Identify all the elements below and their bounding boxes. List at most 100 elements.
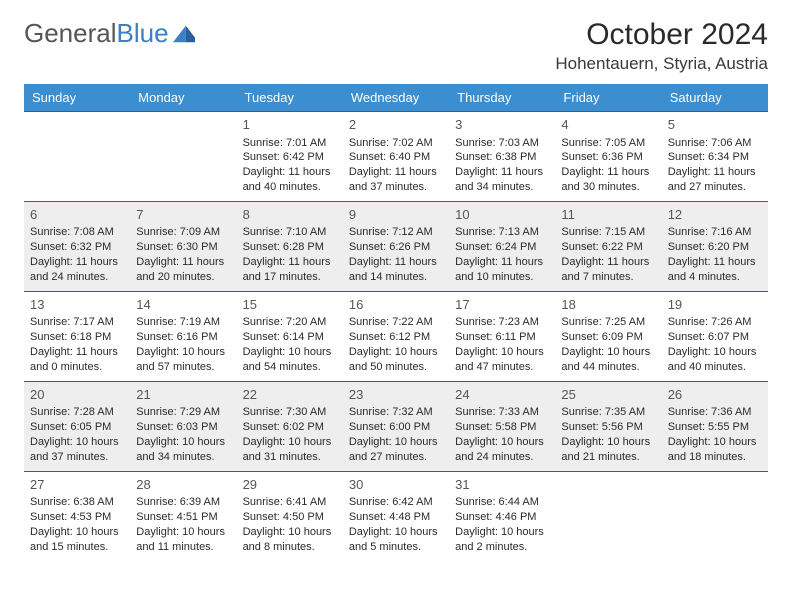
day-number: 24	[455, 386, 549, 404]
daylight-text: Daylight: 10 hours and 40 minutes.	[668, 345, 762, 375]
sunrise-text: Sunrise: 6:39 AM	[136, 495, 230, 510]
calendar-cell: 10Sunrise: 7:13 AMSunset: 6:24 PMDayligh…	[449, 201, 555, 291]
daylight-text: Daylight: 11 hours and 27 minutes.	[668, 165, 762, 195]
sunset-text: Sunset: 6:05 PM	[30, 420, 124, 435]
sunrise-text: Sunrise: 6:42 AM	[349, 495, 443, 510]
daylight-text: Daylight: 10 hours and 47 minutes.	[455, 345, 549, 375]
daylight-text: Daylight: 10 hours and 5 minutes.	[349, 525, 443, 555]
sunset-text: Sunset: 6:34 PM	[668, 150, 762, 165]
day-number: 26	[668, 386, 762, 404]
day-number: 11	[561, 206, 655, 224]
day-number: 27	[30, 476, 124, 494]
sunrise-text: Sunrise: 7:26 AM	[668, 315, 762, 330]
sunset-text: Sunset: 6:32 PM	[30, 240, 124, 255]
calendar-cell: 20Sunrise: 7:28 AMSunset: 6:05 PMDayligh…	[24, 381, 130, 471]
daylight-text: Daylight: 10 hours and 15 minutes.	[30, 525, 124, 555]
sunrise-text: Sunrise: 7:33 AM	[455, 405, 549, 420]
sunrise-text: Sunrise: 7:15 AM	[561, 225, 655, 240]
sunset-text: Sunset: 6:16 PM	[136, 330, 230, 345]
daylight-text: Daylight: 10 hours and 50 minutes.	[349, 345, 443, 375]
dow-header: Thursday	[449, 84, 555, 111]
sunrise-text: Sunrise: 7:19 AM	[136, 315, 230, 330]
day-number: 13	[30, 296, 124, 314]
day-number: 8	[243, 206, 337, 224]
day-number: 15	[243, 296, 337, 314]
title-block: October 2024 Hohentauern, Styria, Austri…	[555, 18, 768, 74]
daylight-text: Daylight: 10 hours and 34 minutes.	[136, 435, 230, 465]
sunset-text: Sunset: 5:56 PM	[561, 420, 655, 435]
calendar-cell: 26Sunrise: 7:36 AMSunset: 5:55 PMDayligh…	[662, 381, 768, 471]
dow-header: Monday	[130, 84, 236, 111]
sunrise-text: Sunrise: 6:41 AM	[243, 495, 337, 510]
calendar-cell: 3Sunrise: 7:03 AMSunset: 6:38 PMDaylight…	[449, 111, 555, 201]
sunset-text: Sunset: 4:50 PM	[243, 510, 337, 525]
calendar-cell: 11Sunrise: 7:15 AMSunset: 6:22 PMDayligh…	[555, 201, 661, 291]
day-number: 23	[349, 386, 443, 404]
day-number: 18	[561, 296, 655, 314]
sunrise-text: Sunrise: 7:25 AM	[561, 315, 655, 330]
daylight-text: Daylight: 11 hours and 34 minutes.	[455, 165, 549, 195]
sunrise-text: Sunrise: 7:36 AM	[668, 405, 762, 420]
logo-text: GeneralBlue	[24, 18, 169, 49]
day-number: 12	[668, 206, 762, 224]
sunrise-text: Sunrise: 6:44 AM	[455, 495, 549, 510]
month-title: October 2024	[555, 18, 768, 52]
day-number: 22	[243, 386, 337, 404]
sunrise-text: Sunrise: 7:28 AM	[30, 405, 124, 420]
calendar-cell: 18Sunrise: 7:25 AMSunset: 6:09 PMDayligh…	[555, 291, 661, 381]
sunrise-text: Sunrise: 6:38 AM	[30, 495, 124, 510]
sunset-text: Sunset: 6:22 PM	[561, 240, 655, 255]
dow-header: Saturday	[662, 84, 768, 111]
dow-header: Tuesday	[237, 84, 343, 111]
calendar-cell: 25Sunrise: 7:35 AMSunset: 5:56 PMDayligh…	[555, 381, 661, 471]
calendar-cell: 4Sunrise: 7:05 AMSunset: 6:36 PMDaylight…	[555, 111, 661, 201]
calendar-grid: SundayMondayTuesdayWednesdayThursdayFrid…	[24, 84, 768, 561]
sunrise-text: Sunrise: 7:30 AM	[243, 405, 337, 420]
sunset-text: Sunset: 5:58 PM	[455, 420, 549, 435]
daylight-text: Daylight: 11 hours and 10 minutes.	[455, 255, 549, 285]
day-number: 16	[349, 296, 443, 314]
day-number: 19	[668, 296, 762, 314]
calendar-cell: 17Sunrise: 7:23 AMSunset: 6:11 PMDayligh…	[449, 291, 555, 381]
sunset-text: Sunset: 6:09 PM	[561, 330, 655, 345]
sunset-text: Sunset: 6:03 PM	[136, 420, 230, 435]
sunset-text: Sunset: 6:12 PM	[349, 330, 443, 345]
calendar-cell-empty	[555, 471, 661, 561]
calendar-cell: 19Sunrise: 7:26 AMSunset: 6:07 PMDayligh…	[662, 291, 768, 381]
daylight-text: Daylight: 11 hours and 0 minutes.	[30, 345, 124, 375]
day-number: 29	[243, 476, 337, 494]
daylight-text: Daylight: 11 hours and 40 minutes.	[243, 165, 337, 195]
calendar-cell-empty	[662, 471, 768, 561]
day-number: 1	[243, 116, 337, 134]
sunrise-text: Sunrise: 7:20 AM	[243, 315, 337, 330]
day-number: 9	[349, 206, 443, 224]
day-number: 10	[455, 206, 549, 224]
daylight-text: Daylight: 11 hours and 4 minutes.	[668, 255, 762, 285]
sunrise-text: Sunrise: 7:13 AM	[455, 225, 549, 240]
sunrise-text: Sunrise: 7:22 AM	[349, 315, 443, 330]
daylight-text: Daylight: 10 hours and 18 minutes.	[668, 435, 762, 465]
daylight-text: Daylight: 10 hours and 24 minutes.	[455, 435, 549, 465]
day-number: 4	[561, 116, 655, 134]
day-number: 14	[136, 296, 230, 314]
calendar-cell: 5Sunrise: 7:06 AMSunset: 6:34 PMDaylight…	[662, 111, 768, 201]
day-number: 5	[668, 116, 762, 134]
daylight-text: Daylight: 11 hours and 7 minutes.	[561, 255, 655, 285]
sunset-text: Sunset: 6:42 PM	[243, 150, 337, 165]
header: GeneralBlue October 2024 Hohentauern, St…	[24, 18, 768, 74]
calendar-cell-empty	[130, 111, 236, 201]
calendar-cell: 15Sunrise: 7:20 AMSunset: 6:14 PMDayligh…	[237, 291, 343, 381]
daylight-text: Daylight: 10 hours and 44 minutes.	[561, 345, 655, 375]
sunset-text: Sunset: 6:38 PM	[455, 150, 549, 165]
daylight-text: Daylight: 11 hours and 14 minutes.	[349, 255, 443, 285]
day-number: 28	[136, 476, 230, 494]
sunrise-text: Sunrise: 7:01 AM	[243, 136, 337, 151]
calendar-cell: 12Sunrise: 7:16 AMSunset: 6:20 PMDayligh…	[662, 201, 768, 291]
sunrise-text: Sunrise: 7:08 AM	[30, 225, 124, 240]
logo: GeneralBlue	[24, 18, 195, 49]
calendar-cell: 21Sunrise: 7:29 AMSunset: 6:03 PMDayligh…	[130, 381, 236, 471]
daylight-text: Daylight: 10 hours and 37 minutes.	[30, 435, 124, 465]
calendar-cell: 31Sunrise: 6:44 AMSunset: 4:46 PMDayligh…	[449, 471, 555, 561]
sunset-text: Sunset: 4:53 PM	[30, 510, 124, 525]
sunset-text: Sunset: 6:30 PM	[136, 240, 230, 255]
